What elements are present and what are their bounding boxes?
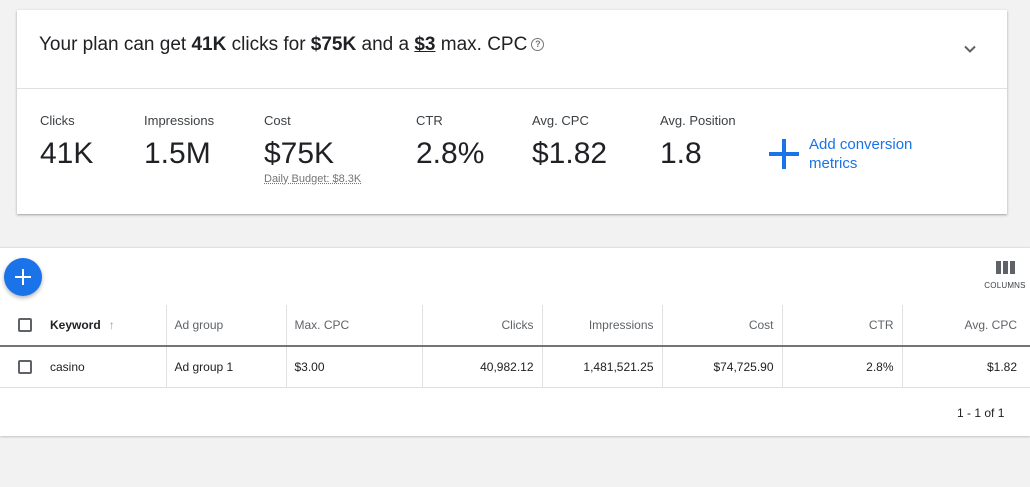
metric-avg-cpc: Avg. CPC $1.82	[532, 113, 608, 170]
plan-summary-card: Your plan can get 41K clicks for $75K an…	[17, 10, 1007, 214]
keywords-table: Keyword ↑ Ad group Max. CPC Clicks Impres…	[0, 305, 1030, 388]
metric-impressions: Impressions 1.5M	[144, 113, 215, 170]
select-all-checkbox-cell	[0, 305, 42, 347]
add-conversion-label: Add conversion metrics	[809, 136, 913, 172]
cell-cost: $74,725.90	[661, 346, 782, 388]
header-avg-cpc[interactable]: Avg. CPC	[901, 305, 1030, 347]
cell-ctr: 2.8%	[781, 346, 902, 388]
columns-icon	[984, 261, 1026, 274]
keywords-table-section: COLUMNS Keyword ↑ Ad group Max. CPC Click…	[0, 247, 1030, 436]
header-ctr[interactable]: CTR	[781, 305, 902, 347]
cell-max-cpc[interactable]: $3.00	[285, 346, 422, 388]
cell-impressions: 1,481,521.25	[541, 346, 662, 388]
plan-max-cpc[interactable]: $3	[414, 34, 436, 55]
header-cost[interactable]: Cost	[661, 305, 782, 347]
header-clicks[interactable]: Clicks	[421, 305, 542, 347]
add-keyword-button[interactable]	[4, 258, 42, 296]
metric-ctr: CTR 2.8%	[416, 113, 485, 170]
columns-button[interactable]: COLUMNS	[984, 261, 1026, 290]
cell-avg-cpc: $1.82	[901, 346, 1030, 388]
table-header-row: Keyword ↑ Ad group Max. CPC Clicks Impres…	[0, 305, 1030, 347]
header-impressions[interactable]: Impressions	[541, 305, 662, 347]
pagination-range: 1 - 1 of 1	[957, 406, 1005, 420]
sort-arrow-up-icon: ↑	[108, 318, 115, 332]
plan-cost: $75K	[310, 34, 357, 55]
cell-keyword[interactable]: casino	[42, 346, 166, 388]
metrics-row: Clicks 41K Impressions 1.5M Cost $75K Da…	[17, 89, 1007, 213]
row-checkbox-cell	[0, 346, 42, 388]
daily-budget[interactable]: Daily Budget: $8.3K	[264, 173, 362, 185]
row-checkbox[interactable]	[18, 360, 32, 375]
help-icon[interactable]: ?	[531, 38, 545, 51]
metric-cost: Cost $75K Daily Budget: $8.3K	[264, 113, 362, 185]
metric-avg-position: Avg. Position 1.8	[660, 113, 736, 170]
plan-title: Your plan can get 41K clicks for $75K an…	[39, 34, 545, 56]
header-ad-group[interactable]: Ad group	[165, 305, 286, 347]
add-conversion-metrics-button[interactable]: Add conversion metrics	[769, 135, 939, 173]
header-max-cpc[interactable]: Max. CPC	[285, 305, 422, 347]
table-row[interactable]: casino Ad group 1 $3.00 40,982.12 1,481,…	[0, 346, 1030, 388]
cell-clicks: 40,982.12	[421, 346, 542, 388]
select-all-checkbox[interactable]	[18, 318, 32, 333]
cell-ad-group[interactable]: Ad group 1	[165, 346, 286, 388]
plan-header[interactable]: Your plan can get 41K clicks for $75K an…	[17, 10, 1007, 89]
plus-icon	[769, 139, 799, 169]
header-keyword[interactable]: Keyword ↑	[42, 305, 166, 347]
chevron-down-icon[interactable]	[963, 42, 977, 56]
metric-clicks: Clicks 41K	[40, 113, 94, 170]
plan-clicks: 41K	[191, 34, 227, 55]
